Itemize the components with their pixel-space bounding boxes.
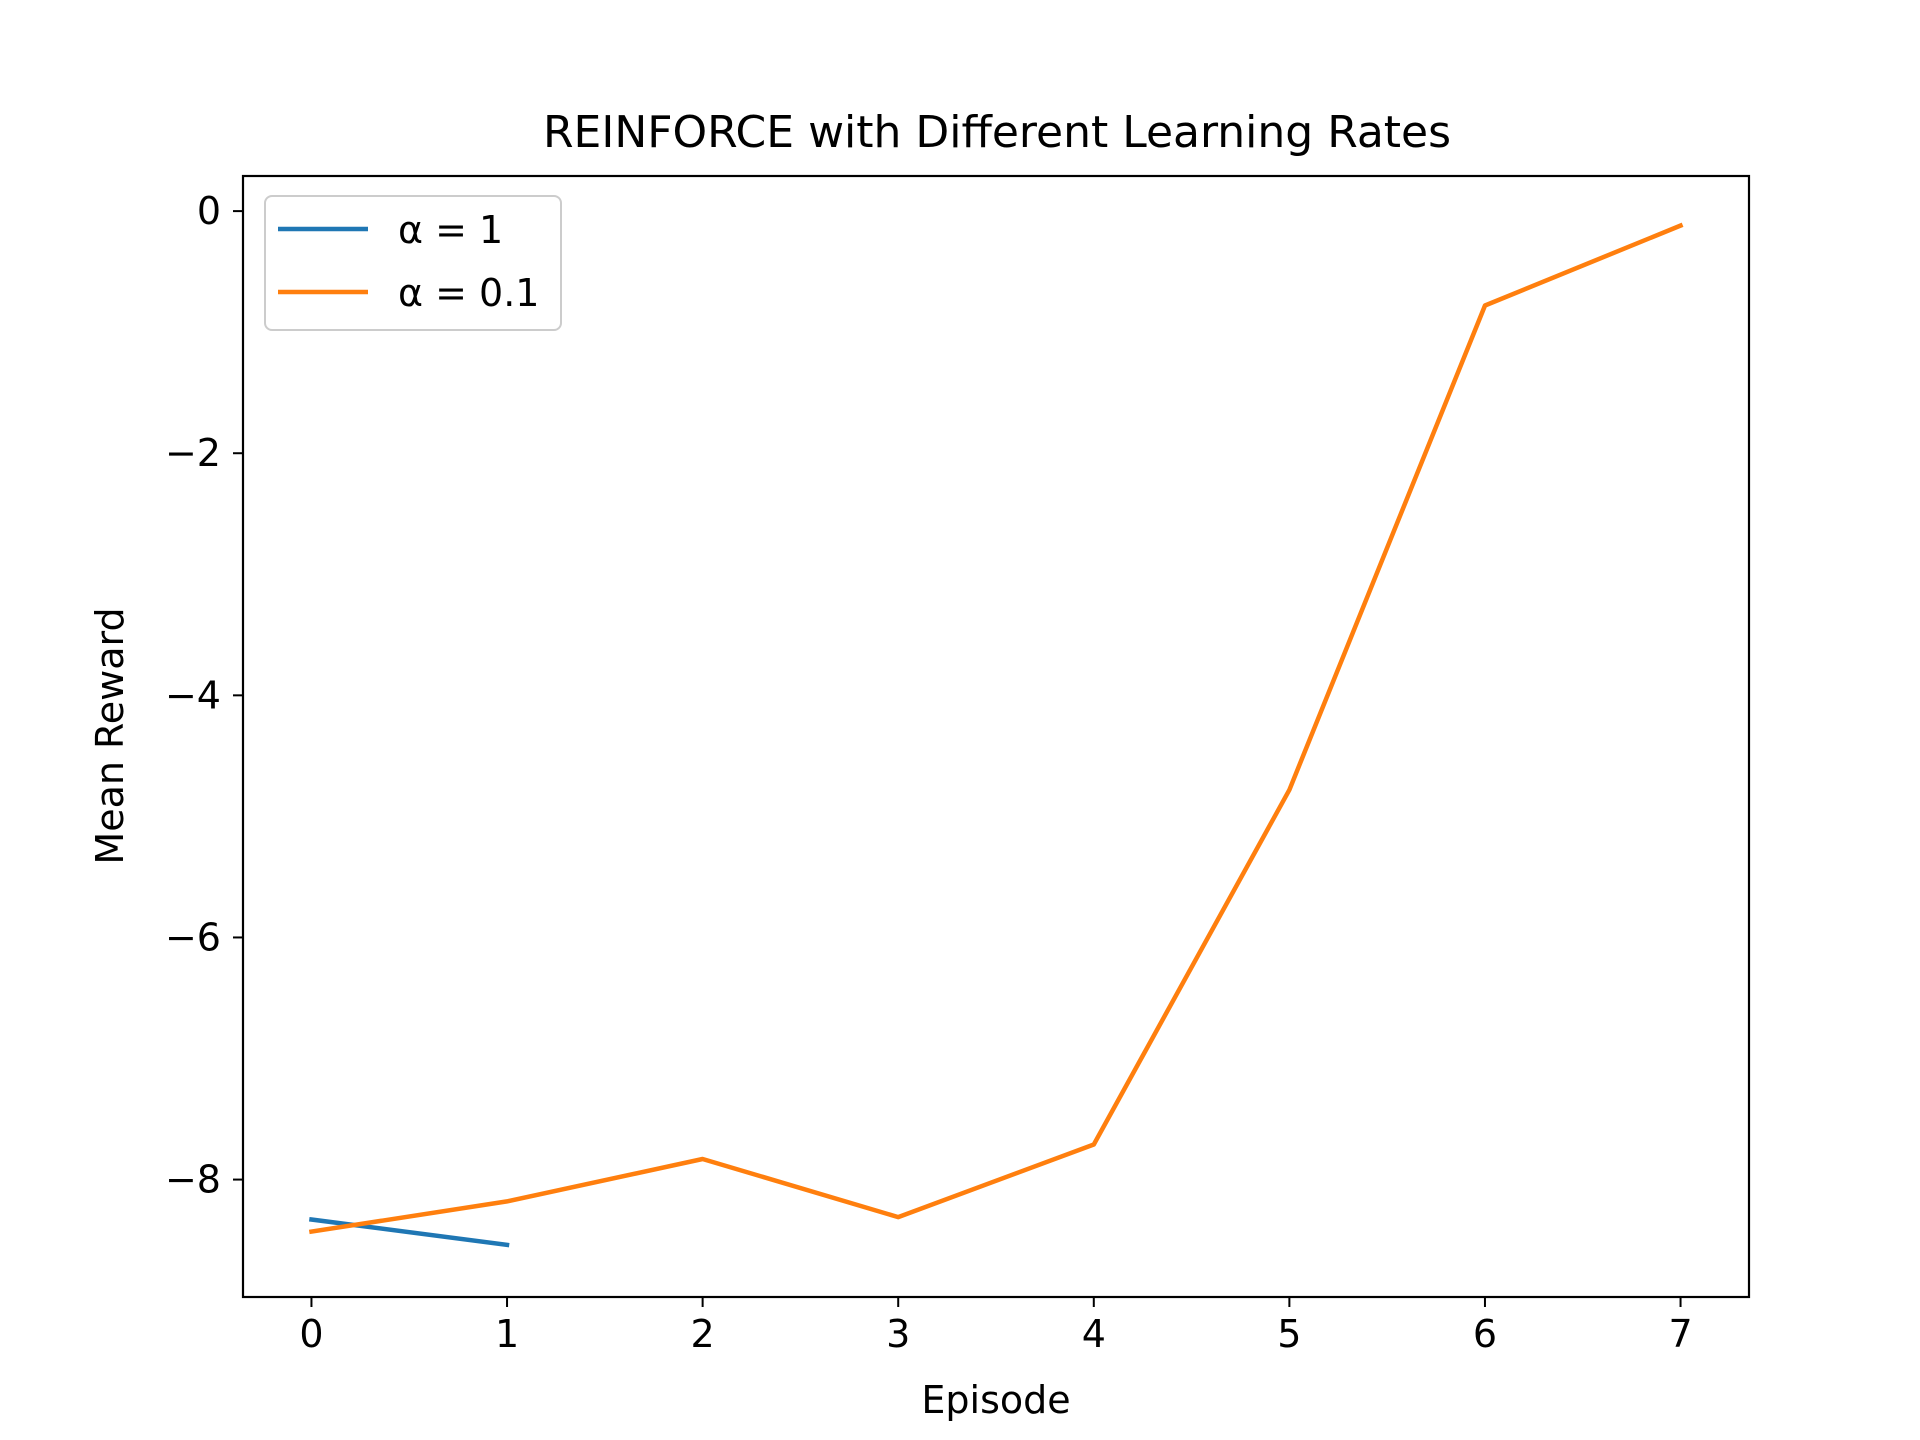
series-line-0: [308, 1216, 510, 1248]
legend-label-alpha-0-1: α = 0.1: [398, 271, 539, 315]
legend: α = 1 α = 0.1: [264, 195, 562, 331]
y-axis-label: Mean Reward: [88, 607, 132, 864]
plot-frame: [241, 174, 1751, 1299]
y-tick-label-0: 0: [197, 189, 221, 233]
x-tick-label-7: 7: [1668, 1312, 1692, 1356]
x-tick-label-4: 4: [1082, 1312, 1106, 1356]
x-tick-label-2: 2: [691, 1312, 715, 1356]
x-axis-label: Episode: [921, 1378, 1070, 1422]
y-tick-label-2: −4: [165, 673, 221, 717]
legend-label-alpha-1: α = 1: [398, 208, 503, 252]
chart-title: REINFORCE with Different Learning Rates: [543, 107, 1451, 158]
x-tick-label-6: 6: [1473, 1312, 1497, 1356]
x-tick-label-0: 0: [299, 1312, 323, 1356]
y-tick-label-4: −8: [165, 1158, 221, 1202]
x-tick-label-5: 5: [1277, 1312, 1301, 1356]
series-line-1: [308, 222, 1684, 1235]
x-axis-ticks: 0 1 2 3 4 5 6 7: [299, 1297, 1693, 1356]
y-tick-label-3: −6: [165, 915, 221, 959]
y-tick-label-1: −2: [165, 431, 221, 475]
x-tick-label-1: 1: [495, 1312, 519, 1356]
y-axis-ticks: 0 −2 −4 −6 −8: [165, 189, 243, 1202]
x-tick-label-3: 3: [886, 1312, 910, 1356]
series-layer: [308, 222, 1684, 1248]
